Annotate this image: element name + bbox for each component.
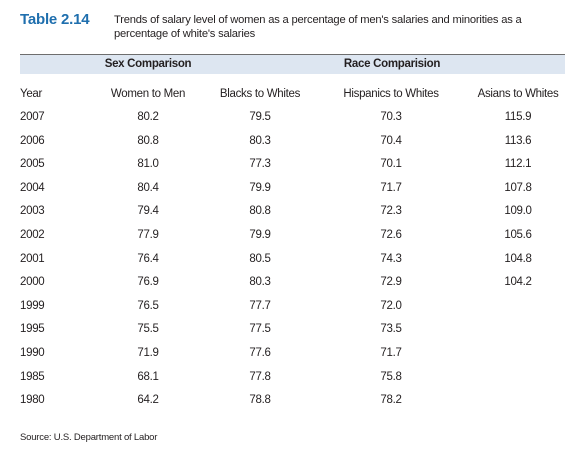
- year-cell: 2000: [20, 276, 45, 289]
- blacks-to-whites-cell: 79.9: [249, 228, 271, 241]
- year-cell: 2005: [20, 158, 45, 171]
- women-to-men-cell: 80.4: [137, 181, 159, 194]
- asians-to-whites-cell: 105.6: [504, 228, 532, 241]
- women-to-men-cell: 80.8: [137, 134, 159, 147]
- year-cell: 2003: [20, 205, 45, 218]
- column-header-blacks-to-whites: Blacks to Whites: [219, 88, 301, 100]
- asians-to-whites-cell: 109.0: [504, 205, 532, 218]
- column-header-year: Year: [20, 88, 43, 100]
- blacks-to-whites-cell: 79.9: [249, 181, 271, 194]
- women-to-men-cell: 80.2: [137, 111, 159, 123]
- blacks-to-whites-cell: 77.8: [249, 370, 271, 383]
- column-header-hispanics-to-whites: Hispanics to Whites: [343, 88, 439, 100]
- year-cell: 1995: [20, 323, 45, 336]
- women-to-men-cell: 71.9: [137, 346, 159, 359]
- table-number: Table 2.14: [20, 11, 90, 28]
- hispanics-to-whites-cell: 73.5: [380, 323, 402, 336]
- asians-to-whites-cell: 113.6: [504, 134, 532, 147]
- asians-to-whites-cell: 115.9: [504, 111, 532, 123]
- blacks-to-whites-cell: 77.7: [249, 299, 271, 312]
- table-row: 2002 77.9 79.9 72.6 105.6: [20, 229, 565, 253]
- women-to-men-cell: 81.0: [137, 158, 159, 171]
- year-cell: 1985: [20, 370, 45, 383]
- blacks-to-whites-cell: 77.3: [249, 158, 271, 171]
- table-row: 1999 76.5 77.7 72.0: [20, 300, 565, 324]
- table-row: 1980 64.2 78.8 78.2: [20, 394, 565, 418]
- year-cell: 2001: [20, 252, 45, 265]
- women-to-men-cell: 76.9: [137, 276, 159, 289]
- women-to-men-cell: 75.5: [137, 323, 159, 336]
- women-to-men-cell: 64.2: [137, 394, 159, 407]
- hispanics-to-whites-cell: 75.8: [380, 370, 402, 383]
- table-row: 1990 71.9 77.6 71.7: [20, 347, 565, 371]
- group-header-band: Sex Comparison Race Comparision: [20, 54, 565, 74]
- blacks-to-whites-cell: 78.8: [249, 394, 271, 407]
- group-label-sex: Sex Comparison: [104, 58, 192, 70]
- table-row: 2006 80.8 80.3 70.4 113.6: [20, 135, 565, 159]
- hispanics-to-whites-cell: 72.0: [380, 299, 402, 312]
- table-row: 2001 76.4 80.5 74.3 104.8: [20, 253, 565, 277]
- asians-to-whites-cell: 104.2: [504, 276, 532, 289]
- hispanics-to-whites-cell: 72.3: [380, 205, 402, 218]
- year-cell: 2004: [20, 181, 45, 194]
- asians-to-whites-cell: 107.8: [504, 181, 532, 194]
- year-cell: 1990: [20, 346, 45, 359]
- table-row: 2000 76.9 80.3 72.9 104.2: [20, 276, 565, 300]
- group-label-race: Race Comparision: [343, 58, 441, 70]
- table-row: 2007 80.2 79.5 70.3 115.9: [20, 111, 565, 135]
- blacks-to-whites-cell: 80.5: [249, 252, 271, 265]
- table-row: 2003 79.4 80.8 72.3 109.0: [20, 205, 565, 229]
- hispanics-to-whites-cell: 70.3: [380, 111, 402, 123]
- women-to-men-cell: 68.1: [137, 370, 159, 383]
- asians-to-whites-cell: 112.1: [504, 158, 532, 171]
- table-body: 2007 80.2 79.5 70.3 115.9 2006 80.8 80.3 70.4 113…: [20, 111, 565, 418]
- blacks-to-whites-cell: 80.3: [249, 134, 271, 147]
- women-to-men-cell: 77.9: [137, 228, 159, 241]
- table-caption: Trends of salary level of women as a per…: [114, 14, 522, 40]
- hispanics-to-whites-cell: 72.9: [380, 276, 402, 289]
- year-cell: 1980: [20, 394, 45, 407]
- blacks-to-whites-cell: 77.5: [249, 323, 271, 336]
- hispanics-to-whites-cell: 71.7: [380, 181, 402, 194]
- women-to-men-cell: 79.4: [137, 205, 159, 218]
- column-header-women-to-men: Women to Men: [110, 88, 186, 100]
- hispanics-to-whites-cell: 70.4: [380, 134, 402, 147]
- asians-to-whites-cell: 104.8: [504, 252, 532, 265]
- column-header-asians-to-whites: Asians to Whites: [477, 88, 559, 100]
- blacks-to-whites-cell: 80.8: [249, 205, 271, 218]
- table-row: 1995 75.5 77.5 73.5: [20, 323, 565, 347]
- source-note: Source: U.S. Department of Labor: [20, 432, 158, 443]
- hispanics-to-whites-cell: 70.1: [380, 158, 402, 171]
- year-cell: 2002: [20, 228, 45, 241]
- hispanics-to-whites-cell: 72.6: [380, 228, 402, 241]
- blacks-to-whites-cell: 79.5: [249, 111, 271, 123]
- women-to-men-cell: 76.4: [137, 252, 159, 265]
- hispanics-to-whites-cell: 74.3: [380, 252, 402, 265]
- hispanics-to-whites-cell: 71.7: [380, 346, 402, 359]
- year-cell: 2006: [20, 134, 45, 147]
- column-header-row: Year Women to Men Blacks to Whites Hispa…: [20, 88, 565, 104]
- women-to-men-cell: 76.5: [137, 299, 159, 312]
- table-row: 1985 68.1 77.8 75.8: [20, 371, 565, 395]
- table-row: 2004 80.4 79.9 71.7 107.8: [20, 182, 565, 206]
- blacks-to-whites-cell: 80.3: [249, 276, 271, 289]
- year-cell: 2007: [20, 111, 45, 123]
- table-row: 2005 81.0 77.3 70.1 112.1: [20, 158, 565, 182]
- year-cell: 1999: [20, 299, 45, 312]
- blacks-to-whites-cell: 77.6: [249, 346, 271, 359]
- hispanics-to-whites-cell: 78.2: [380, 394, 402, 407]
